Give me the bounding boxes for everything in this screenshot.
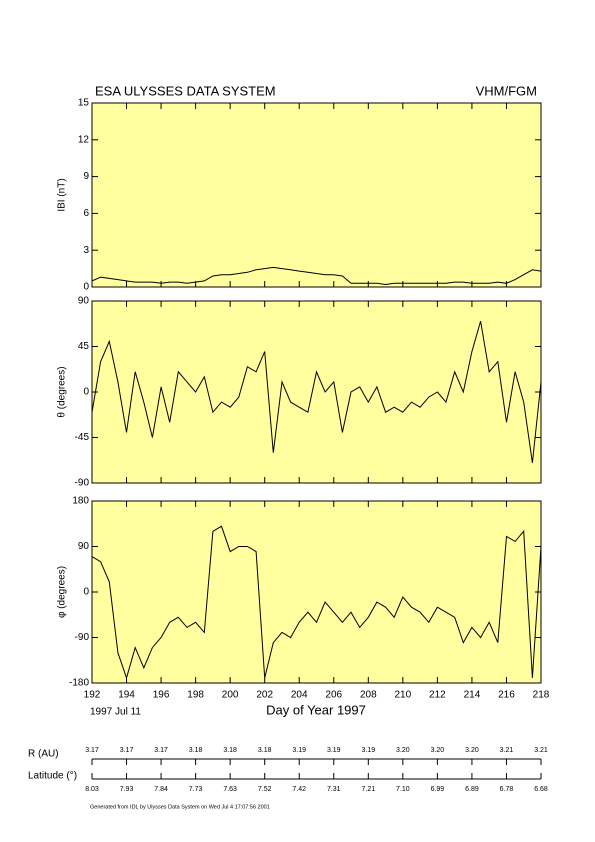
plot-frame	[91, 500, 542, 684]
r-value: 3.20	[396, 747, 410, 754]
lat-value: 8.03	[85, 786, 99, 793]
x-axis-label: Day of Year 1997	[266, 702, 366, 717]
data-line	[92, 321, 541, 463]
r-value: 3.17	[154, 747, 168, 754]
r-value: 3.19	[327, 747, 341, 754]
lat-value: 6.89	[465, 786, 479, 793]
lat-value: 7.21	[361, 786, 375, 793]
title: ESA ULYSSES DATA SYSTEM	[95, 83, 276, 98]
lat-value: 7.52	[258, 786, 272, 793]
r-label: R (AU)	[28, 749, 59, 760]
x-tick-label: 216	[498, 690, 515, 701]
lat-value: 7.10	[396, 786, 410, 793]
y-tick-label: 0	[83, 387, 89, 398]
y-tick-label: 90	[78, 296, 90, 307]
plot-background	[92, 501, 541, 683]
start-date: 1997 Jul 11	[90, 707, 141, 718]
y-axis-label: IBI (nT)	[57, 178, 68, 211]
lat-value: 6.68	[534, 786, 548, 793]
r-value: 3.17	[120, 747, 134, 754]
x-tick-label: 200	[222, 690, 239, 701]
x-tick-label: 208	[360, 690, 377, 701]
r-value: 3.20	[465, 747, 479, 754]
r-value: 3.17	[85, 747, 99, 754]
x-tick-label: 212	[429, 690, 446, 701]
y-tick-label: -90	[75, 478, 90, 489]
y-tick-label: -90	[75, 632, 90, 643]
r-value: 3.20	[431, 747, 445, 754]
y-tick-label: 0	[83, 587, 89, 598]
y-tick-label: 9	[83, 171, 89, 182]
lat-value: 6.78	[500, 786, 514, 793]
x-tick-label: 202	[256, 690, 273, 701]
y-tick-label: 6	[83, 208, 89, 219]
y-tick-label: 0	[83, 282, 89, 293]
x-tick-label: 196	[153, 690, 170, 701]
plot-background	[92, 301, 541, 483]
lat-value: 7.42	[292, 786, 306, 793]
data-line	[92, 525, 541, 680]
x-tick-label: 198	[187, 690, 204, 701]
r-value: 3.21	[500, 747, 514, 754]
lat-value: 7.31	[327, 786, 341, 793]
data-line	[92, 266, 541, 286]
lat-value: 7.84	[154, 786, 168, 793]
x-tick-label: 194	[118, 690, 135, 701]
x-tick-label: 218	[533, 690, 550, 701]
footer: Generated from IDL by Ulysses Data Syste…	[90, 804, 270, 810]
x-tick-label: 192	[84, 690, 101, 701]
y-tick-label: 90	[78, 541, 90, 552]
lat-value: 7.63	[223, 786, 237, 793]
r-value: 3.21	[534, 747, 548, 754]
x-tick-label: 206	[325, 690, 342, 701]
y-tick-label: 45	[78, 341, 90, 352]
r-value: 3.19	[292, 747, 306, 754]
y-tick-label: 3	[83, 245, 89, 256]
y-tick-label: 15	[78, 98, 90, 109]
r-value: 3.18	[258, 747, 272, 754]
x-tick-label: 214	[464, 690, 481, 701]
y-axis-label: θ (degrees)	[57, 366, 68, 417]
r-value: 3.19	[361, 747, 375, 754]
y-tick-label: 180	[72, 496, 89, 507]
r-value: 3.18	[223, 747, 237, 754]
lat-label: Latitude (°)	[28, 771, 77, 782]
plot-frame	[91, 300, 542, 484]
r-value: 3.18	[189, 747, 203, 754]
y-tick-label: 12	[78, 134, 90, 145]
plot-background	[92, 103, 541, 287]
y-tick-label: -45	[75, 432, 90, 443]
plot-frame	[91, 102, 542, 288]
y-axis-label: φ (degrees)	[57, 566, 68, 618]
lat-value: 7.73	[189, 786, 203, 793]
lat-value: 7.93	[120, 786, 134, 793]
x-tick-label: 210	[395, 690, 412, 701]
y-tick-label: -180	[69, 678, 89, 689]
instrument: VHM/FGM	[476, 83, 537, 98]
lat-value: 6.99	[431, 786, 445, 793]
x-tick-label: 204	[291, 690, 308, 701]
